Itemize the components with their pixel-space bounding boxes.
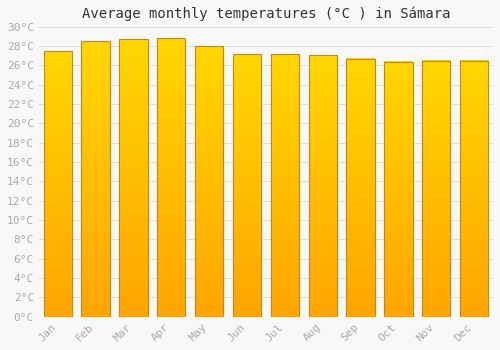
Bar (233, 54, 261, 317)
Bar (308, 55, 337, 317)
Bar (422, 61, 450, 317)
Bar (119, 39, 148, 317)
Bar (44, 51, 72, 317)
Bar (195, 46, 224, 317)
Bar (346, 59, 375, 317)
Bar (270, 54, 299, 317)
Bar (82, 41, 110, 317)
Bar (460, 61, 488, 317)
Bar (384, 62, 412, 317)
Bar (157, 38, 186, 317)
Title: Average monthly temperatures (°C ) in Sámara: Average monthly temperatures (°C ) in Sá… (82, 7, 450, 21)
